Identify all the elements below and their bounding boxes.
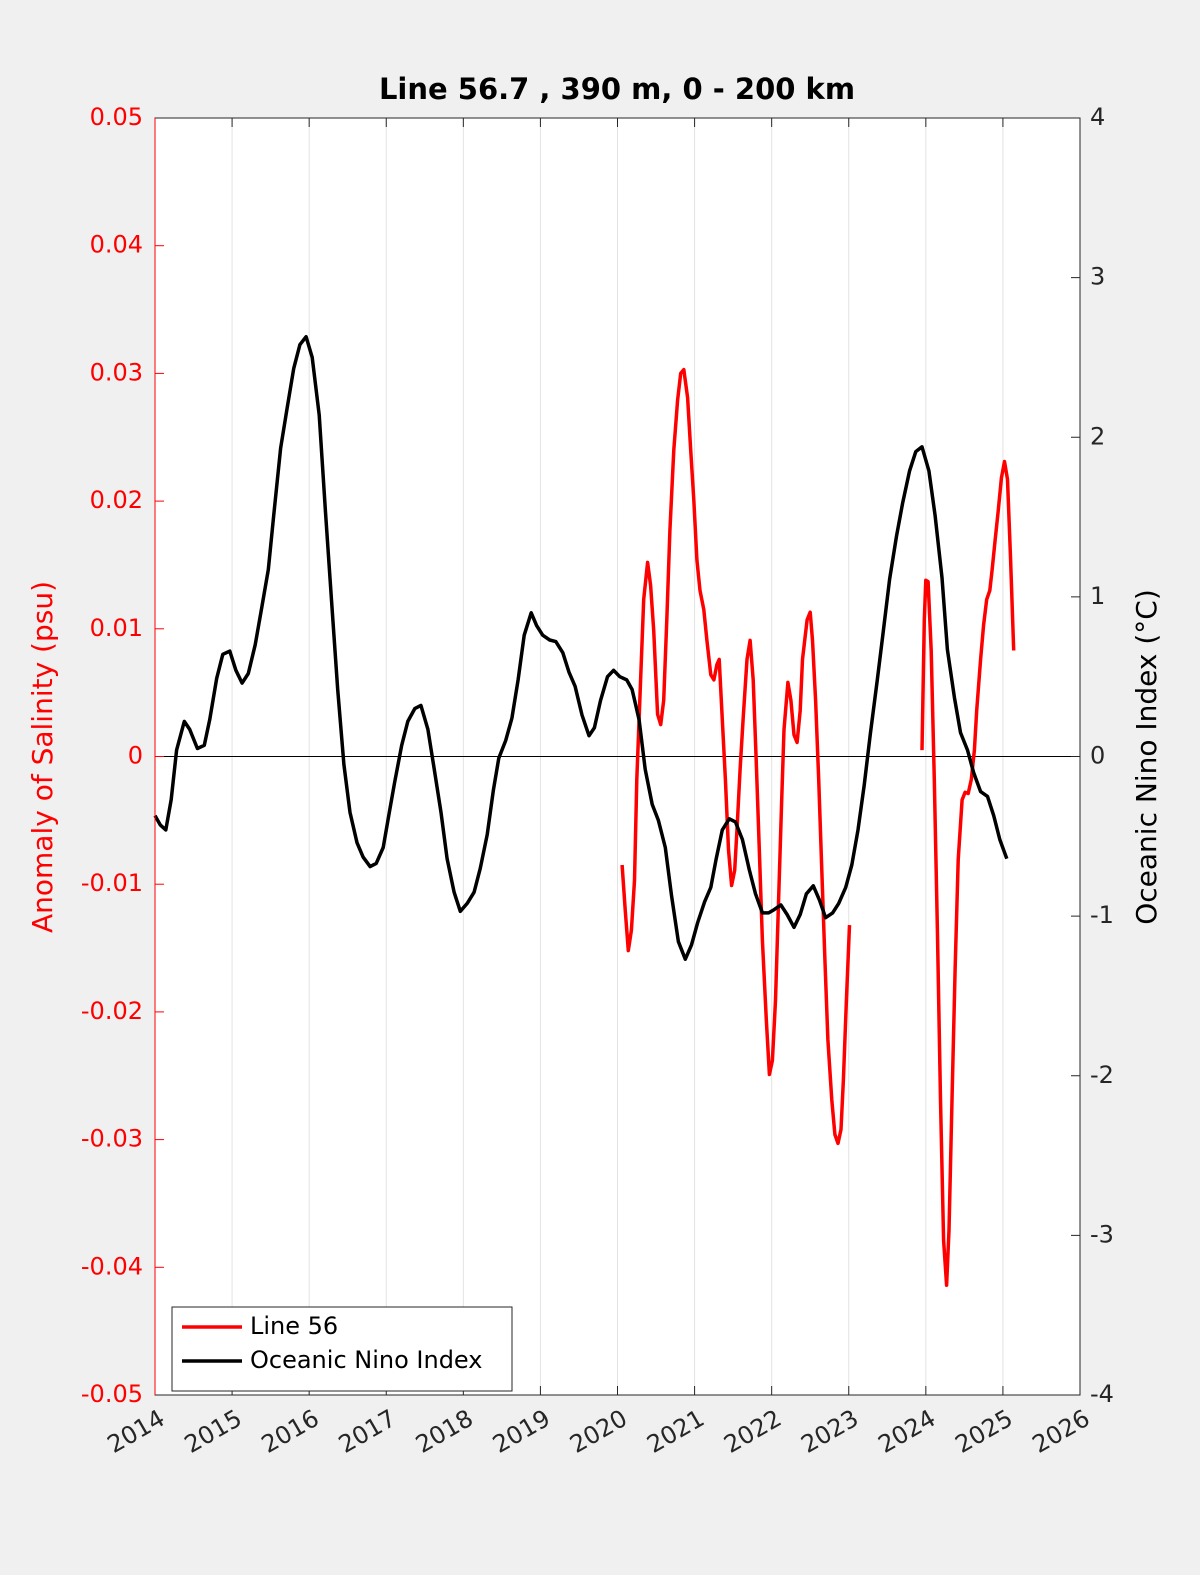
y-tick-label: 0.04 [90, 231, 143, 259]
y-tick-label: -0.05 [81, 1380, 143, 1408]
x-tick-label: 2025 [951, 1404, 1018, 1459]
x-tick-label: 2018 [411, 1404, 478, 1459]
legend-box [171, 1306, 513, 1392]
y-tick-label: 0.05 [90, 103, 143, 131]
x-tick-label: 2017 [334, 1404, 401, 1459]
y-tick-label: -0.03 [81, 1125, 143, 1153]
x-tick-label: 2016 [257, 1404, 324, 1459]
x-tick-label: 2022 [719, 1404, 786, 1459]
series-line [153, 334, 1009, 961]
y2-tick-label: 1 [1090, 582, 1105, 610]
y-tick-label: 0.03 [90, 358, 143, 386]
legend-label: Line 56 [250, 1312, 338, 1340]
y-tick-label: 0 [128, 742, 143, 770]
y-tick-label: 0.02 [90, 486, 143, 514]
y2-tick-label: 2 [1090, 422, 1105, 450]
y2-tick-label: -4 [1090, 1380, 1114, 1408]
x-tick-label: 2021 [642, 1404, 709, 1459]
y2-tick-label: 0 [1090, 742, 1105, 770]
chart-title: Line 56.7 , 390 m, 0 - 200 km [379, 72, 855, 106]
y-tick-label: -0.02 [81, 997, 143, 1025]
y2-tick-label: 4 [1090, 103, 1105, 131]
y2-axis-label: Oceanic Nino Index (°C) [1130, 589, 1163, 925]
x-tick-label: 2019 [488, 1404, 555, 1459]
legend-label: Oceanic Nino Index [250, 1346, 482, 1374]
y-tick-label: -0.04 [81, 1252, 143, 1280]
y2-tick-label: -3 [1090, 1220, 1114, 1248]
x-tick-label: 2023 [796, 1404, 863, 1459]
x-tick-label: 2014 [103, 1404, 170, 1459]
y-tick-label: 0.01 [90, 614, 143, 642]
y2-tick-label: 3 [1090, 263, 1105, 291]
y-axis-label: Anomaly of Salinity (psu) [26, 581, 59, 933]
x-tick-label: 2026 [1028, 1404, 1095, 1459]
y2-tick-label: -1 [1090, 901, 1114, 929]
y-tick-label: -0.01 [81, 869, 143, 897]
x-tick-label: 2015 [180, 1404, 247, 1459]
x-tick-label: 2024 [873, 1404, 940, 1459]
x-tick-label: 2020 [565, 1404, 632, 1459]
y2-tick-label: -2 [1090, 1061, 1114, 1089]
